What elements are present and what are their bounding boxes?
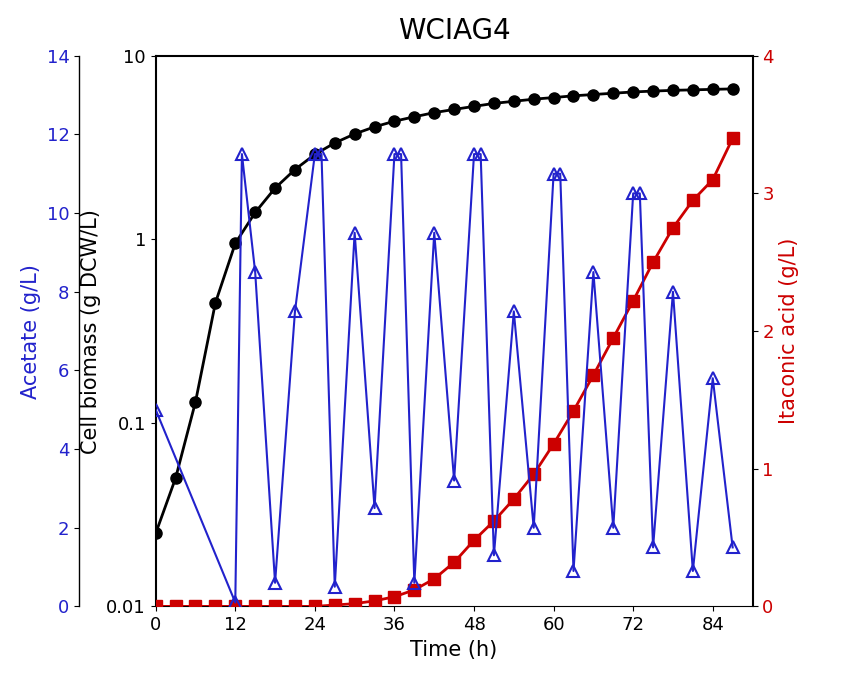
Y-axis label: Cell biomass (g DCW/L): Cell biomass (g DCW/L) — [80, 208, 101, 454]
Y-axis label: Acetate (g/L): Acetate (g/L) — [21, 263, 42, 399]
Y-axis label: Itaconic acid (g/L): Itaconic acid (g/L) — [779, 238, 799, 424]
Title: WCIAG4: WCIAG4 — [398, 17, 510, 45]
X-axis label: Time (h): Time (h) — [411, 640, 497, 659]
